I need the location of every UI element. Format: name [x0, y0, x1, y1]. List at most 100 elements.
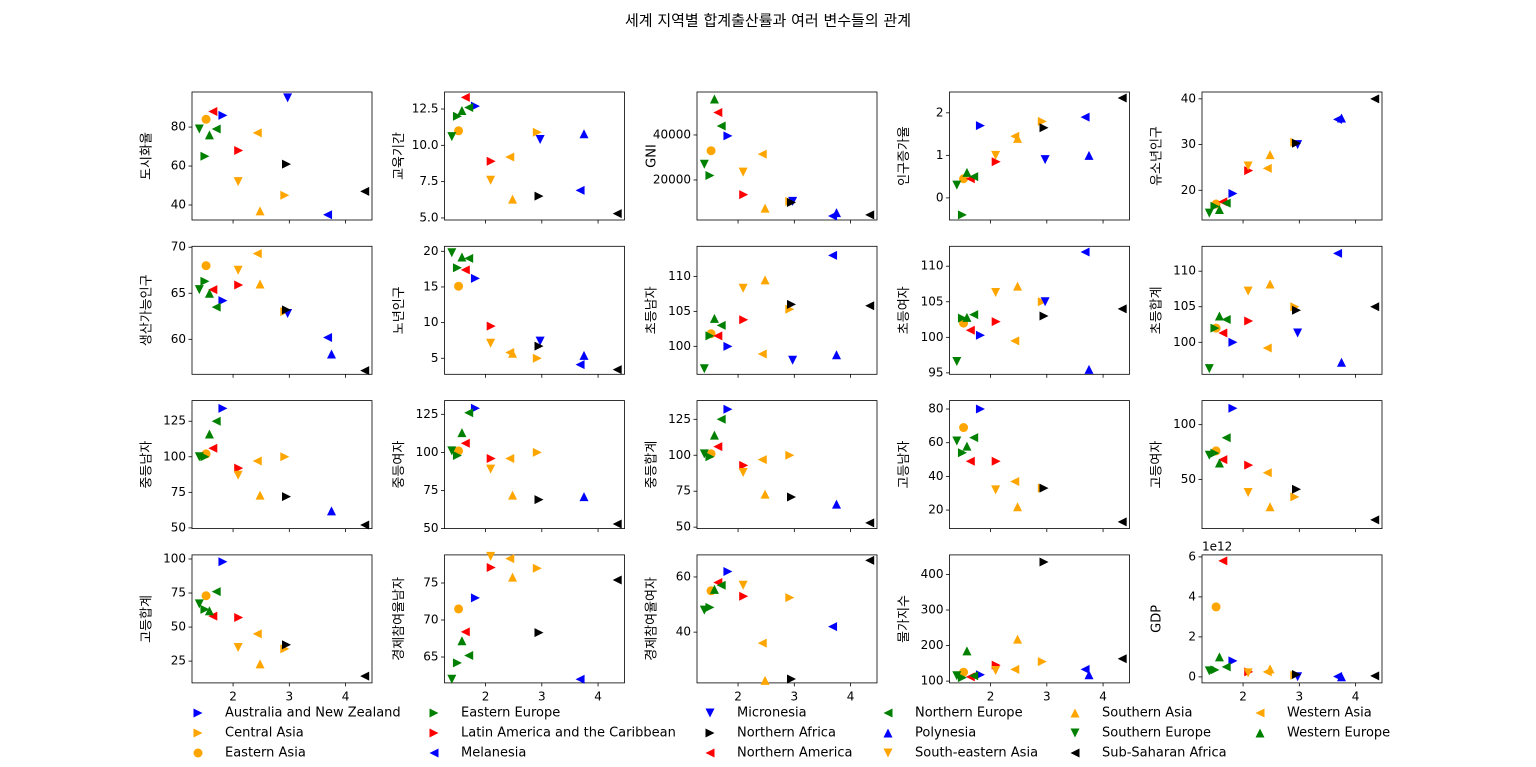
point	[447, 132, 457, 142]
point	[201, 591, 211, 601]
point	[1039, 557, 1049, 567]
point	[534, 495, 544, 505]
point	[532, 127, 542, 137]
point	[975, 330, 985, 340]
point	[532, 447, 542, 457]
legend-label: Southern Europe	[1102, 726, 1211, 741]
point	[464, 651, 474, 661]
point	[1117, 517, 1127, 527]
point	[1333, 248, 1343, 258]
point	[1370, 302, 1380, 312]
y-tick-label: 10.0	[412, 138, 439, 152]
point	[234, 463, 244, 473]
point	[828, 250, 838, 260]
point	[1218, 328, 1228, 338]
y-tick-label: 75	[171, 586, 186, 600]
y-tick-label: 95	[928, 365, 943, 379]
point	[959, 667, 969, 677]
y-tick-label: 100	[1173, 335, 1196, 349]
y-axis-label: 도시화율	[140, 132, 155, 180]
point	[204, 429, 214, 439]
x-tick-label: 3	[538, 689, 546, 703]
point	[1040, 155, 1050, 165]
y-tick-label: 40000	[653, 127, 691, 141]
y-axis-label: 중등여자	[392, 441, 407, 489]
point	[705, 602, 715, 612]
point	[709, 430, 719, 440]
point	[280, 190, 290, 200]
point	[991, 665, 1001, 675]
point	[832, 350, 841, 360]
point	[991, 485, 1001, 495]
point	[713, 107, 723, 117]
point	[447, 446, 457, 456]
legend-label: Central Asia	[225, 726, 304, 741]
legend-marker	[1070, 728, 1080, 738]
point	[204, 606, 214, 616]
point	[208, 285, 218, 295]
y-tick-label: 40	[928, 469, 943, 483]
legend-marker	[883, 748, 893, 758]
point	[612, 519, 622, 529]
point	[486, 562, 496, 572]
point	[975, 404, 985, 414]
point	[787, 299, 796, 309]
point	[1214, 204, 1224, 214]
y-axis-label: 생산가능인구	[140, 274, 155, 346]
point	[832, 208, 841, 218]
axes-frame	[191, 245, 373, 375]
point	[447, 248, 457, 258]
point	[204, 288, 214, 298]
y-tick-label: 100	[921, 330, 944, 344]
y-tick-label: 100	[921, 674, 944, 688]
point	[1084, 364, 1094, 374]
point	[1117, 654, 1127, 664]
point	[957, 448, 967, 458]
point	[787, 674, 796, 684]
y-axis-label: 고등합계	[140, 595, 155, 643]
y-tick-label: 100	[416, 445, 439, 459]
point	[457, 252, 467, 262]
point	[699, 364, 709, 374]
point	[486, 338, 496, 348]
point	[1214, 458, 1224, 468]
point	[360, 366, 370, 376]
point	[612, 365, 622, 375]
point	[787, 197, 796, 207]
point	[457, 428, 467, 438]
point	[535, 135, 545, 145]
point	[705, 170, 715, 180]
point	[1370, 94, 1380, 104]
point	[1080, 664, 1090, 674]
x-tick-label: 4	[1099, 689, 1107, 703]
point	[1228, 337, 1238, 347]
point	[959, 423, 969, 433]
point	[282, 159, 291, 169]
point	[865, 518, 875, 528]
axes-frame	[444, 245, 625, 375]
y-tick-label: 70	[423, 613, 438, 627]
y-tick-label: 50	[676, 520, 691, 534]
point	[991, 150, 1001, 160]
point	[760, 275, 770, 285]
y-tick-label: 80	[171, 120, 186, 134]
point	[1292, 484, 1301, 494]
point	[452, 263, 462, 273]
legend-marker	[705, 748, 715, 758]
point	[1037, 657, 1047, 667]
y-tick-label: 100	[1173, 417, 1196, 431]
point	[211, 302, 221, 312]
point	[957, 313, 967, 323]
axes-frame	[1201, 400, 1383, 530]
point	[1039, 123, 1049, 133]
x-tick-label: 3	[790, 689, 798, 703]
point	[1244, 460, 1254, 470]
point	[208, 443, 218, 453]
point	[1204, 208, 1214, 218]
point	[785, 593, 795, 603]
legend-label: Australia and New Zealand	[225, 706, 401, 721]
y-tick-label: 60	[171, 332, 186, 346]
y-tick-label: 4	[1188, 589, 1196, 603]
y-tick-label: 100	[668, 339, 691, 353]
y-tick-label: 105	[921, 294, 944, 308]
